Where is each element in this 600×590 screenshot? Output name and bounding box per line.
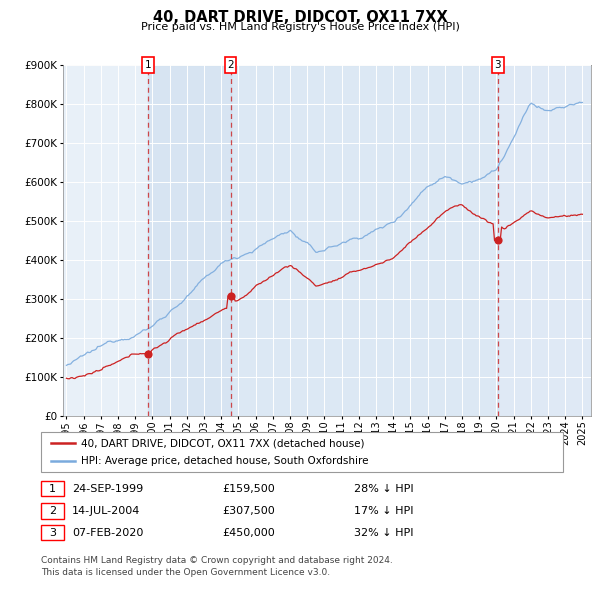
Text: 32% ↓ HPI: 32% ↓ HPI (354, 528, 413, 538)
Bar (498, 65, 591, 416)
Text: Price paid vs. HM Land Registry's House Price Index (HPI): Price paid vs. HM Land Registry's House … (140, 22, 460, 32)
Text: 40, DART DRIVE, DIDCOT, OX11 7XX: 40, DART DRIVE, DIDCOT, OX11 7XX (152, 10, 448, 25)
Text: 3: 3 (494, 60, 501, 70)
Text: 1: 1 (49, 484, 56, 494)
Text: 2: 2 (49, 506, 56, 516)
Point (493, 236, 503, 245)
Text: 40, DART DRIVE, DIDCOT, OX11 7XX (detached house): 40, DART DRIVE, DIDCOT, OX11 7XX (detach… (81, 438, 365, 448)
Bar (63, 65, 148, 416)
Text: £307,500: £307,500 (222, 506, 275, 516)
Bar (148, 65, 230, 416)
Text: £450,000: £450,000 (222, 528, 275, 538)
Text: 3: 3 (49, 528, 56, 538)
Text: Contains HM Land Registry data © Crown copyright and database right 2024.
This d: Contains HM Land Registry data © Crown c… (41, 556, 392, 576)
Text: £159,500: £159,500 (222, 484, 275, 494)
Text: 2: 2 (227, 60, 234, 70)
Text: 24-SEP-1999: 24-SEP-1999 (72, 484, 143, 494)
Bar (230, 65, 498, 416)
Point (226, 291, 235, 301)
Text: 14-JUL-2004: 14-JUL-2004 (72, 506, 140, 516)
Text: HPI: Average price, detached house, South Oxfordshire: HPI: Average price, detached house, Sout… (81, 455, 368, 466)
Text: 28% ↓ HPI: 28% ↓ HPI (354, 484, 413, 494)
Text: 17% ↓ HPI: 17% ↓ HPI (354, 506, 413, 516)
Point (143, 349, 152, 359)
Text: 07-FEB-2020: 07-FEB-2020 (72, 528, 143, 538)
Text: 1: 1 (145, 60, 151, 70)
